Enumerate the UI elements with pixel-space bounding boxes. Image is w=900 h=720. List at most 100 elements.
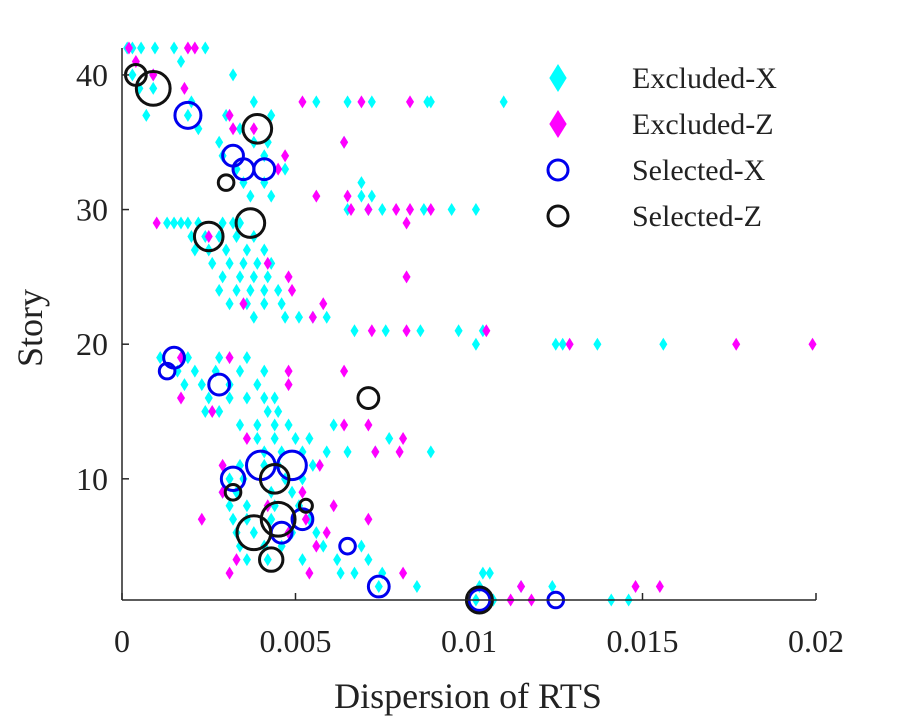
point-excluded-z-33 — [402, 324, 411, 338]
point-excluded-x-27 — [263, 135, 272, 149]
point-excluded-x-43 — [447, 203, 456, 217]
point-excluded-x-107 — [180, 378, 189, 392]
point-excluded-x-111 — [204, 391, 213, 405]
y-tick-label: 40 — [76, 57, 108, 93]
y-tick-label: 30 — [76, 192, 108, 228]
legend-label: Excluded-X — [632, 62, 777, 95]
x-tick-label: 0 — [114, 623, 130, 659]
point-excluded-x-136 — [426, 445, 435, 459]
point-excluded-x-8 — [176, 54, 186, 68]
point-excluded-z-37 — [808, 337, 817, 351]
point-selected-z-12 — [258, 546, 285, 573]
point-excluded-x-120 — [235, 418, 245, 432]
y-axis-title: Story — [10, 289, 50, 367]
point-excluded-x-118 — [263, 405, 272, 419]
point-excluded-x-87 — [322, 310, 331, 324]
point-selected-z-2 — [241, 112, 274, 145]
point-selected-z-5 — [192, 220, 225, 253]
point-excluded-x-72 — [249, 270, 258, 284]
point-excluded-z-44 — [208, 405, 217, 419]
point-excluded-x-71 — [235, 270, 245, 284]
point-excluded-x-177 — [412, 580, 421, 594]
point-selected-x-10 — [290, 507, 315, 532]
point-excluded-x-113 — [242, 391, 251, 405]
point-excluded-x-150 — [242, 499, 251, 513]
point-excluded-x-39 — [357, 189, 366, 203]
point-excluded-z-5 — [180, 81, 189, 95]
point-excluded-z-34 — [482, 324, 491, 338]
point-excluded-x-42 — [419, 203, 428, 217]
point-excluded-z-16 — [343, 189, 352, 203]
point-selected-z-6 — [356, 386, 381, 410]
point-excluded-x-96 — [593, 337, 602, 351]
point-excluded-z-36 — [732, 337, 741, 351]
series-excluded-z — [124, 41, 817, 607]
point-selected-x-13 — [366, 574, 391, 599]
point-excluded-x-114 — [260, 391, 269, 405]
point-excluded-x-173 — [378, 566, 387, 580]
x-tick-label: 0.02 — [788, 623, 844, 659]
point-excluded-z-31 — [308, 310, 317, 324]
point-excluded-x-82 — [277, 297, 286, 311]
point-excluded-x-119 — [274, 405, 283, 419]
point-excluded-x-158 — [249, 526, 258, 540]
point-excluded-z-22 — [152, 216, 161, 230]
legend-label: Excluded-Z — [632, 108, 774, 141]
point-excluded-x-62 — [222, 243, 231, 257]
point-excluded-x-64 — [260, 243, 269, 257]
point-excluded-x-2 — [137, 41, 146, 55]
point-excluded-x-41 — [378, 203, 387, 217]
point-excluded-z-30 — [319, 297, 328, 311]
point-excluded-z-59 — [364, 512, 373, 526]
legend-item-selected-x: Selected-X — [546, 154, 766, 187]
point-excluded-x-16 — [367, 95, 376, 109]
point-excluded-x-65 — [208, 256, 217, 270]
point-excluded-x-105 — [235, 364, 245, 378]
point-excluded-x-129 — [385, 431, 394, 445]
point-excluded-z-7 — [357, 95, 366, 109]
point-excluded-x-18 — [426, 95, 435, 109]
point-excluded-z-21 — [426, 203, 435, 217]
point-excluded-x-14 — [312, 95, 321, 109]
point-excluded-z-23 — [402, 216, 411, 230]
point-excluded-z-8 — [405, 95, 415, 109]
point-excluded-z-24 — [204, 229, 213, 243]
point-excluded-z-57 — [197, 512, 206, 526]
point-excluded-x-36 — [357, 176, 366, 190]
point-excluded-x-149 — [225, 499, 234, 513]
point-selected-z-11 — [235, 514, 273, 552]
point-excluded-z-28 — [288, 283, 297, 297]
point-selected-z-1 — [134, 69, 172, 107]
point-excluded-x-13 — [249, 95, 258, 109]
point-excluded-x-15 — [343, 95, 352, 109]
point-selected-x-7 — [219, 465, 247, 493]
point-excluded-x-19 — [499, 95, 508, 109]
point-excluded-z-13 — [281, 149, 290, 163]
point-excluded-x-132 — [298, 445, 307, 459]
point-excluded-z-26 — [284, 270, 293, 284]
point-excluded-z-69 — [655, 580, 664, 594]
point-excluded-x-151 — [270, 499, 279, 513]
point-excluded-x-88 — [350, 324, 359, 338]
point-excluded-x-100 — [215, 351, 224, 365]
point-excluded-x-175 — [485, 566, 494, 580]
point-excluded-x-128 — [305, 431, 314, 445]
point-excluded-x-176 — [374, 580, 383, 594]
point-excluded-z-50 — [395, 445, 404, 459]
x-tick-label: 0.005 — [260, 623, 332, 659]
point-excluded-x-40 — [367, 189, 376, 203]
point-excluded-x-79 — [225, 297, 234, 311]
point-excluded-x-167 — [263, 553, 272, 567]
point-excluded-x-127 — [291, 431, 300, 445]
point-excluded-x-47 — [163, 216, 172, 230]
point-excluded-x-53 — [229, 216, 238, 230]
point-excluded-x-6 — [128, 68, 137, 82]
point-excluded-z-67 — [517, 580, 526, 594]
point-excluded-x-77 — [260, 283, 269, 297]
point-excluded-x-153 — [229, 512, 238, 526]
legend-label: Selected-Z — [632, 200, 762, 233]
point-excluded-x-165 — [357, 539, 366, 553]
point-selected-z-7 — [258, 463, 291, 495]
point-excluded-z-19 — [392, 203, 401, 217]
point-excluded-x-170 — [364, 553, 373, 567]
